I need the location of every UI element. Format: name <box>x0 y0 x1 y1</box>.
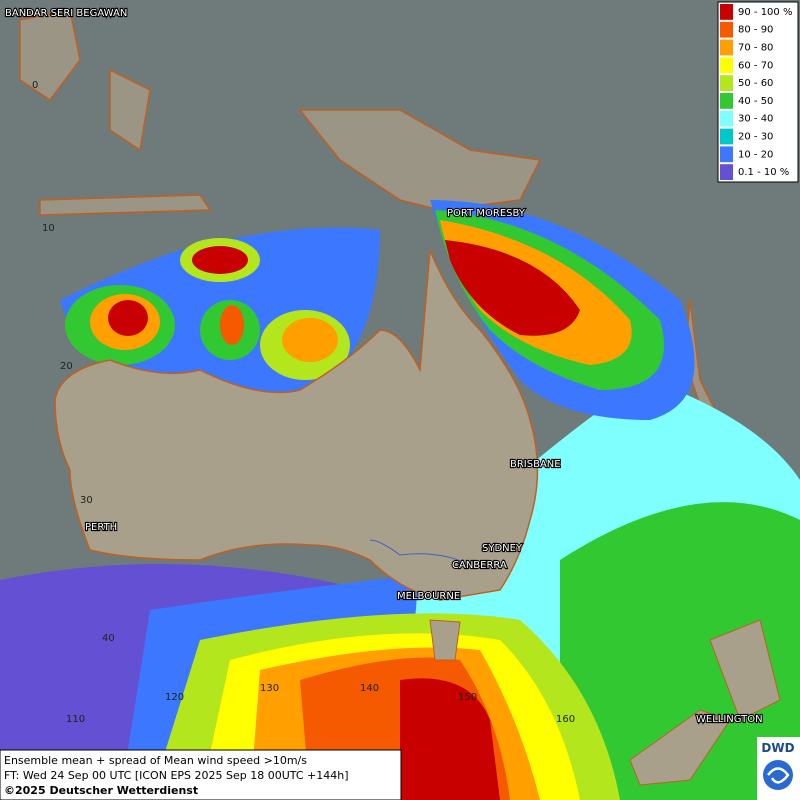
legend-label: 70 - 80 <box>738 43 773 54</box>
legend-label: 10 - 20 <box>738 149 773 160</box>
city-label: WELLINGTON <box>696 714 763 725</box>
city-label: BRISBANE <box>510 459 561 470</box>
legend-swatch <box>720 57 733 74</box>
lat-label: 10 <box>42 223 55 234</box>
legend-swatch <box>720 75 733 91</box>
legend: 90 - 100 % 80 - 90 70 - 80 60 - 70 50 - 60 40… <box>717 1 799 183</box>
legend-label: 80 - 90 <box>738 25 773 36</box>
legend-label: 20 - 30 <box>738 132 773 143</box>
legend-label: 30 - 40 <box>738 114 773 125</box>
lat-label: 0 <box>32 80 38 91</box>
footer-box <box>0 749 402 800</box>
city-label: CANBERRA <box>452 560 507 571</box>
lon-label: 160 <box>556 714 575 725</box>
lat-label: 30 <box>80 495 93 506</box>
river <box>369 539 471 566</box>
logo-swirl <box>767 767 790 784</box>
city-label: BANDAR SERI BEGAWAN <box>5 8 127 19</box>
city-label: PERTH <box>85 522 117 533</box>
new-zealand-north <box>709 619 781 721</box>
city-label: MELBOURNE <box>397 591 460 602</box>
lat-label: 20 <box>60 361 73 372</box>
legend-swatch <box>720 146 733 163</box>
wind-field <box>0 200 800 800</box>
legend-swatch <box>720 21 733 38</box>
logo-text: DWD <box>761 741 794 755</box>
legend-swatch <box>720 39 733 56</box>
legend-swatch <box>720 93 733 109</box>
logo-icon <box>763 760 793 790</box>
legend-label: 0.1 - 10 % <box>738 167 789 178</box>
legend-label: 60 - 70 <box>738 60 773 71</box>
footer-line: FT: Wed 24 Sep 00 UTC [ICON EPS 2025 Sep… <box>4 769 349 782</box>
legend-swatch <box>720 164 733 180</box>
legend-swatch <box>720 110 733 127</box>
legend-label: 90 - 100 % <box>738 7 792 18</box>
australia <box>54 249 539 601</box>
tasmania <box>429 619 461 661</box>
lon-label: 130 <box>260 683 279 694</box>
lon-label: 120 <box>165 692 184 703</box>
lat-label: 40 <box>102 633 115 644</box>
new-zealand-south <box>629 709 731 786</box>
footer-line: ©2025 Deutscher Wetterdienst <box>4 784 198 797</box>
lon-label: 150 <box>458 692 477 703</box>
footer-line: Ensemble mean + spread of Mean wind spee… <box>4 754 307 767</box>
lon-label: 140 <box>360 683 379 694</box>
city-label: PORT MORESBY <box>447 208 526 219</box>
lon-label: 110 <box>66 714 85 725</box>
legend-swatch <box>720 128 733 145</box>
legend-label: 50 - 60 <box>738 78 773 89</box>
legend-label: 40 - 50 <box>738 96 773 107</box>
city-label: SYDNEY <box>482 543 523 554</box>
legend-swatch <box>720 4 733 20</box>
